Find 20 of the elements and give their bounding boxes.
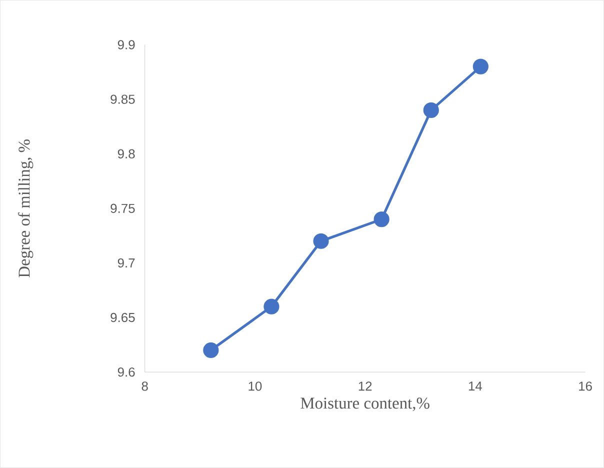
y-tick-label: 9.7 [118, 258, 135, 268]
point [423, 102, 439, 118]
point [472, 58, 488, 74]
y-tick-label: 9.75 [110, 204, 135, 214]
x-axis-title: Moisture content,% [300, 398, 430, 412]
y-axis-title: Degree of milling, % [18, 140, 34, 278]
x-tick-label: 8 [142, 382, 148, 391]
x-tick-label: 10 [248, 382, 262, 391]
y-tick-label: 9.6 [118, 368, 135, 377]
y-tick-label: 9.65 [110, 312, 135, 322]
y-tick-label: 9.85 [110, 94, 135, 104]
point [264, 298, 280, 314]
x-tick-label: 16 [579, 382, 592, 391]
x-tick-label: 12 [358, 382, 372, 391]
point [374, 212, 390, 228]
point [313, 233, 329, 250]
x-tick-label: 14 [468, 382, 482, 391]
point [203, 342, 219, 358]
y-tick-label: 9.8 [118, 149, 135, 158]
y-tick-label: 9.9 [118, 40, 135, 50]
